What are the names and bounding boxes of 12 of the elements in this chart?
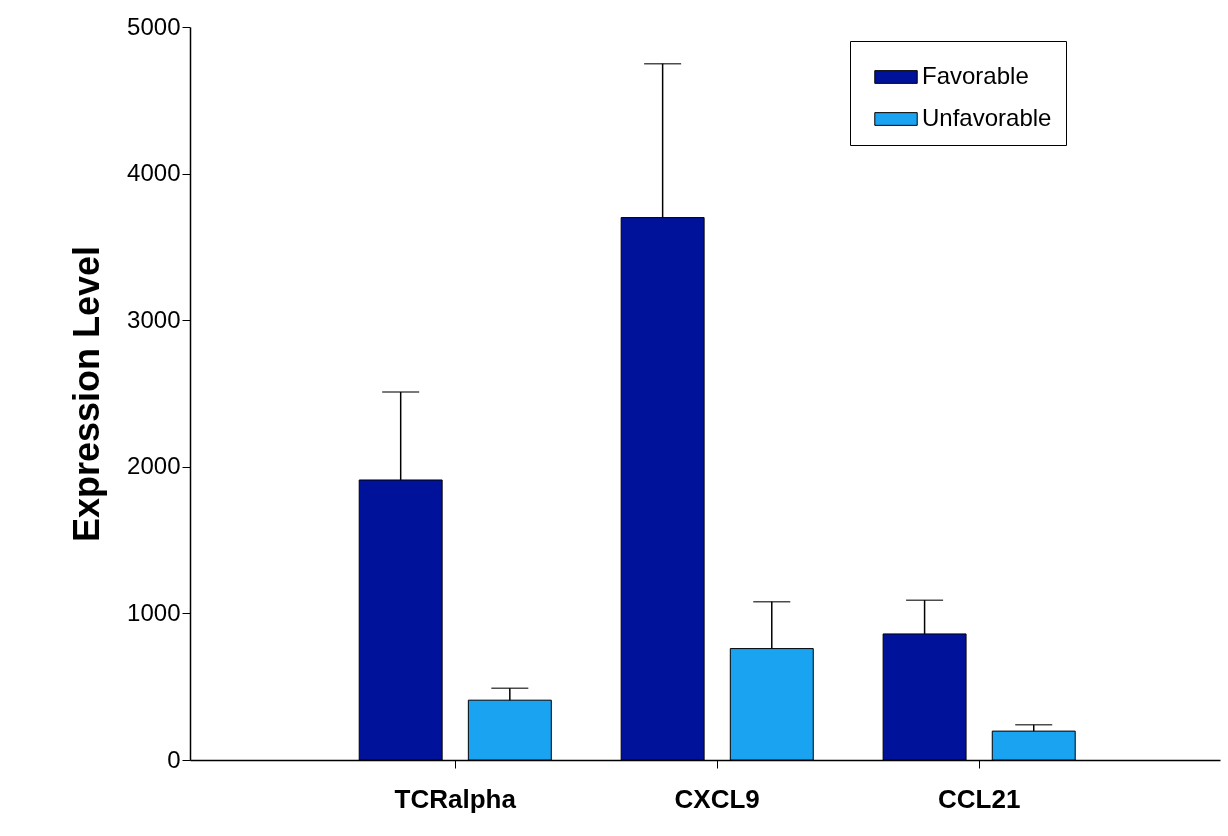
x-tick-label: TCRalpha xyxy=(394,783,517,814)
x-tick-label: CCL21 xyxy=(937,783,1021,814)
y-tick-label: 5000 xyxy=(127,12,181,40)
legend-label: Unfavorable xyxy=(922,104,1052,131)
legend-label: Favorable xyxy=(922,62,1029,89)
y-tick-label: 0 xyxy=(167,745,181,773)
y-tick-label: 1000 xyxy=(127,598,181,626)
y-tick-label: 4000 xyxy=(127,159,181,187)
y-tick-label: 2000 xyxy=(127,452,181,480)
x-tick-label: CXCL9 xyxy=(674,783,760,814)
y-axis-title: Expression Level xyxy=(66,245,108,543)
y-tick-label: 3000 xyxy=(127,305,181,333)
